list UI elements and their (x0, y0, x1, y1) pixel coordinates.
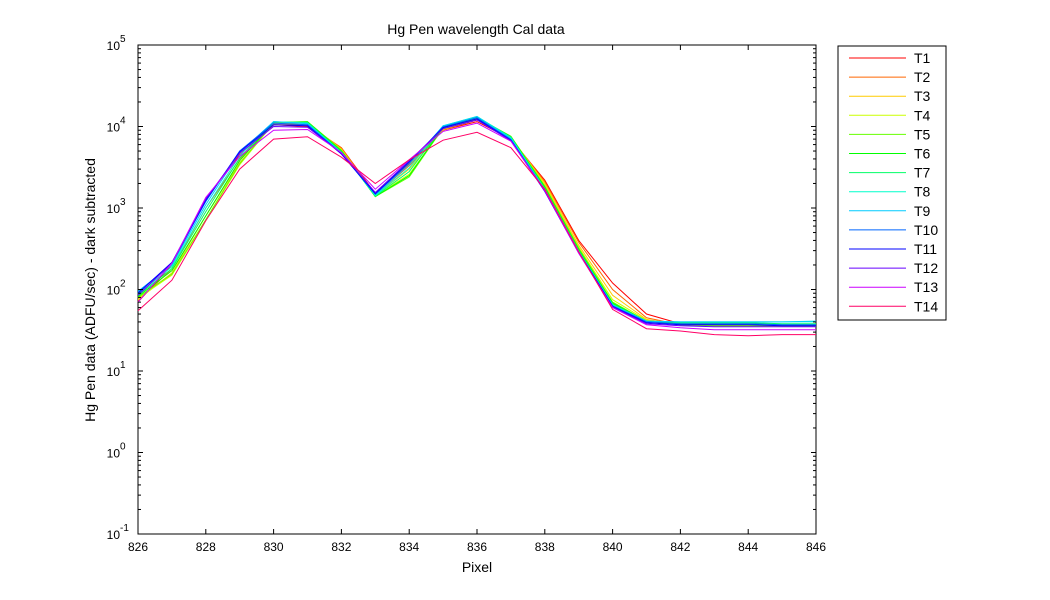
y-tick-label: 10 (107, 121, 121, 135)
series-line-t12 (137, 119, 816, 328)
legend-label-t4: T4 (914, 107, 931, 123)
legend-label-t14: T14 (914, 298, 938, 314)
x-tick-label: 838 (535, 540, 555, 554)
legend-label-t2: T2 (914, 69, 931, 85)
y-tick-exponent: 0 (120, 442, 126, 453)
legend-label-t6: T6 (914, 146, 931, 162)
chart-title: Hg Pen wavelength Cal data (387, 21, 565, 37)
y-tick-exponent: 5 (120, 34, 126, 45)
y-tick-exponent: 2 (120, 279, 126, 290)
legend-label-t3: T3 (914, 88, 931, 104)
y-tick-exponent: -1 (120, 523, 129, 534)
series-line-t11 (137, 118, 816, 327)
x-tick-label: 840 (603, 540, 623, 554)
legend-label-t12: T12 (914, 260, 938, 276)
y-tick-label: 10 (107, 202, 121, 216)
legend-label-t11: T11 (914, 241, 937, 257)
x-tick-label: 846 (806, 540, 826, 554)
x-tick-label: 842 (670, 540, 690, 554)
y-tick-label: 10 (107, 365, 121, 379)
legend: T1 T2 T3 T4 T5 T6 T7 T8 T9 T10 T11 T12 T13 T14 (837, 45, 947, 321)
y-tick-exponent: 1 (120, 360, 126, 371)
series-line-t10 (137, 117, 816, 326)
x-tick-label: 830 (264, 540, 284, 554)
y-tick-exponent: 3 (120, 197, 126, 208)
x-axis-title: Pixel (462, 559, 492, 575)
legend-label-t8: T8 (914, 184, 931, 200)
plot-frame (137, 44, 817, 535)
x-axis: 826 828 830 832 834 836 838 840 842 844 846 (128, 45, 826, 554)
y-tick-label: 10 (107, 447, 121, 461)
x-tick-label: 844 (738, 540, 758, 554)
legend-label-t5: T5 (914, 126, 931, 142)
legend-label-t7: T7 (914, 165, 931, 181)
plot-area (137, 44, 817, 535)
legend-label-t9: T9 (914, 203, 931, 219)
y-tick-label: 10 (107, 284, 121, 298)
legend-label-t1: T1 (914, 50, 931, 66)
series-layer (137, 115, 817, 337)
legend-label-t13: T13 (914, 279, 938, 295)
series-line-t13 (137, 122, 816, 331)
y-tick-label: 10 (107, 39, 121, 53)
y-tick-label: 10 (107, 528, 121, 542)
legend-label-t10: T10 (914, 222, 938, 238)
x-tick-label: 832 (331, 540, 351, 554)
x-tick-label: 834 (399, 540, 419, 554)
series-line-t14 (137, 131, 816, 337)
x-tick-label: 836 (467, 540, 487, 554)
legend-box (837, 45, 947, 321)
y-tick-exponent: 4 (120, 116, 126, 127)
x-tick-label: 826 (128, 540, 148, 554)
x-tick-label: 828 (196, 540, 216, 554)
y-axis-title: Hg Pen data (ADFU/sec) - dark subtracted (82, 158, 98, 422)
